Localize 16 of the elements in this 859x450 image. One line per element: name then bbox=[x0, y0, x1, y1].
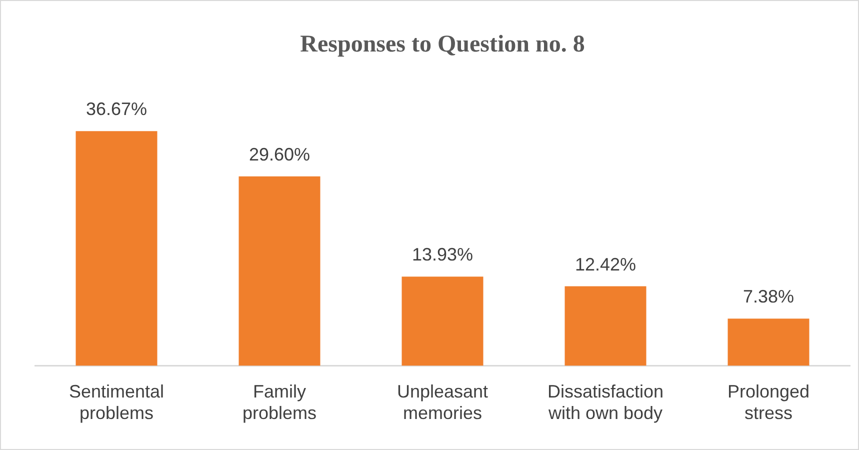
data-label: 29.60% bbox=[248, 144, 310, 164]
bar bbox=[76, 131, 158, 366]
bar bbox=[728, 318, 810, 366]
data-label: 13.93% bbox=[412, 244, 474, 265]
bar bbox=[238, 176, 320, 366]
x-tick-label: Dissatisfaction with own body bbox=[547, 382, 664, 424]
bar bbox=[564, 286, 646, 366]
x-tick-label: Sentimental problems bbox=[68, 382, 164, 424]
x-tick-label: Prolonged stress bbox=[727, 382, 810, 424]
data-label: 36.67% bbox=[86, 99, 148, 120]
data-label: 7.38% bbox=[742, 286, 794, 307]
chart-title: Responses to Question no. 8 bbox=[300, 32, 585, 58]
bar bbox=[402, 276, 484, 366]
x-tick-label: Unpleasant memories bbox=[396, 382, 488, 424]
x-tick-label: Family problems bbox=[242, 382, 317, 424]
data-label: 12.42% bbox=[574, 254, 636, 274]
